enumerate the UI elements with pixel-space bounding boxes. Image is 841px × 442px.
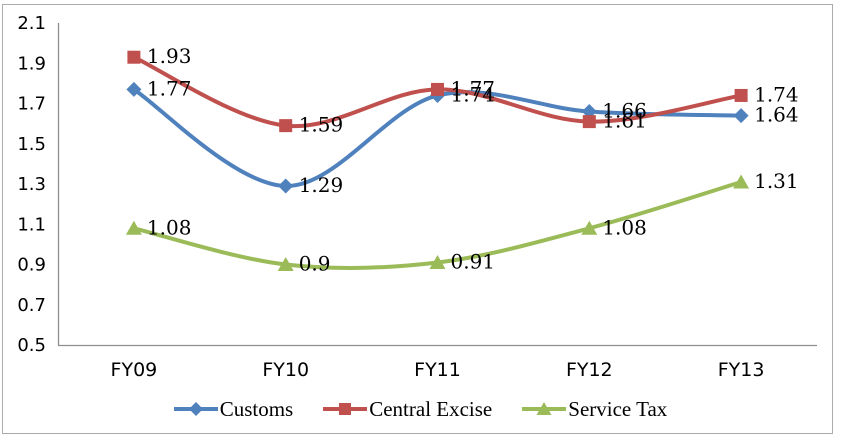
point-label-service-tax: 0.9 [299, 252, 331, 276]
legend: Customs Central Excise Service Tax [0, 394, 841, 424]
point-label-customs: 1.74 [451, 82, 496, 106]
legend-swatch-service-tax [522, 402, 567, 415]
y-tick-label: 1.7 [17, 94, 46, 115]
y-tick-label: 0.7 [17, 295, 46, 316]
x-category-label: FY11 [414, 359, 461, 381]
point-label-service-tax: 1.08 [147, 215, 192, 239]
legend-item-service-tax: Service Tax [522, 397, 667, 422]
marker-central-excise [431, 82, 444, 96]
legend-swatch-customs [173, 402, 218, 416]
legend-swatch-central-excise [323, 403, 368, 415]
marker-service-tax [125, 220, 142, 235]
point-label-service-tax: 1.31 [754, 169, 799, 193]
y-tick-label: 0.9 [17, 255, 46, 276]
y-tick-label: 1.9 [17, 53, 46, 74]
y-tick-label: 1.3 [17, 174, 46, 195]
point-label-central-excise: 1.77 [451, 76, 496, 100]
point-label-customs: 1.64 [754, 103, 799, 127]
legend-label-service-tax: Service Tax [568, 396, 668, 421]
legend-marker-customs [188, 402, 203, 416]
y-tick-label: 0.5 [17, 335, 46, 356]
y-tick-label: 1.5 [17, 134, 46, 155]
y-tick-label: 2.1 [17, 13, 46, 34]
point-label-central-excise: 1.61 [602, 109, 647, 133]
legend-marker-central-excise [339, 403, 352, 415]
legend-label-central-excise: Central Excise [369, 396, 493, 421]
legend-item-customs: Customs [173, 396, 294, 422]
x-category-label: FY12 [566, 359, 613, 381]
point-label-customs: 1.29 [299, 173, 344, 197]
point-label-customs: 1.77 [147, 76, 192, 100]
point-label-service-tax: 1.08 [602, 215, 647, 239]
y-tick-label: 1.1 [17, 214, 46, 235]
point-label-central-excise: 1.74 [754, 82, 799, 106]
point-label-customs: 1.66 [602, 99, 647, 123]
x-category-label: FY09 [111, 359, 158, 381]
marker-service-tax [277, 257, 294, 271]
legend-item-central-excise: Central Excise [323, 397, 492, 422]
marker-service-tax [429, 254, 446, 269]
marker-service-tax [733, 174, 750, 189]
marker-central-excise [734, 88, 748, 102]
marker-service-tax [581, 220, 598, 235]
marker-customs [278, 178, 294, 194]
marker-customs [733, 108, 749, 124]
marker-central-excise [582, 115, 596, 129]
marker-central-excise [127, 50, 141, 64]
point-label-central-excise: 1.59 [299, 113, 344, 137]
legend-label-customs: Customs [219, 396, 294, 421]
x-category-label: FY10 [262, 359, 309, 381]
marker-customs [126, 81, 142, 97]
x-category-label: FY13 [718, 359, 765, 381]
point-label-central-excise: 1.93 [147, 44, 192, 68]
point-label-service-tax: 0.91 [451, 249, 496, 273]
legend-marker-service-tax [536, 402, 552, 415]
marker-central-excise [279, 119, 293, 133]
